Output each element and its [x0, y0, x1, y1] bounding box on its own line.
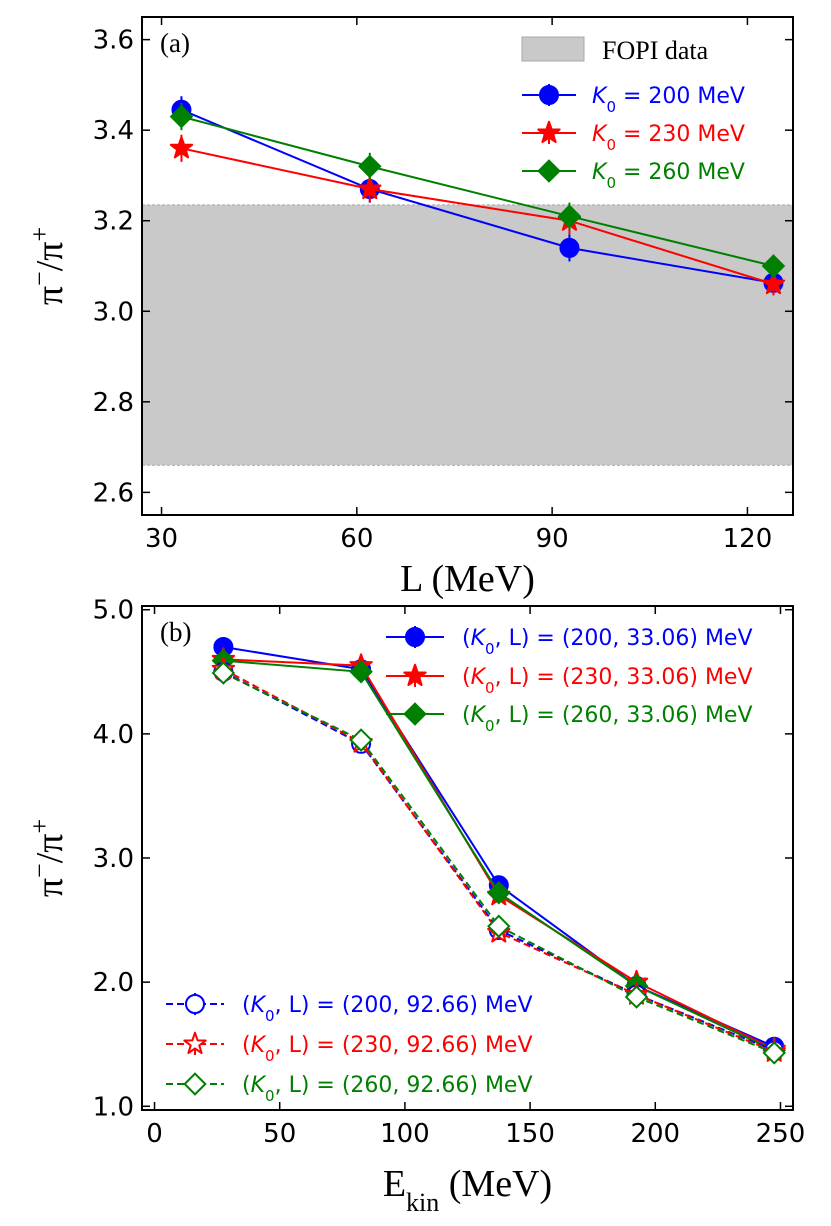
- y-tick-label: 3.2: [93, 207, 134, 237]
- legend-label: (K0, L) = (200, 92.66) MeV: [242, 993, 533, 1025]
- legend-marker: [183, 1072, 207, 1096]
- data-point: [349, 660, 373, 684]
- y-tick-label: 2.0: [93, 968, 134, 998]
- legend-marker: [185, 994, 205, 1014]
- legend-label: K0 = 230 MeV: [592, 122, 745, 154]
- data-point: [211, 661, 236, 685]
- legend-a: FOPI data K0 = 200 MeV K0 = 230 MeV K0 = 26…: [521, 36, 745, 192]
- y-tick-label: 3.0: [93, 844, 134, 874]
- data-point: [169, 104, 194, 129]
- y-tick-label: 3.6: [93, 26, 134, 56]
- y-tick-label: 3.4: [93, 116, 134, 146]
- legend-marker: [403, 663, 427, 687]
- data-point: [559, 237, 580, 258]
- legend-b-bottom: (K0, L) = (200, 92.66) MeV (K0, L) = (230…: [166, 993, 533, 1105]
- x-tick-label: 120: [723, 524, 773, 554]
- plot-frame: [141, 605, 794, 1111]
- data-point: [358, 176, 382, 200]
- x-tick-label: 100: [380, 1119, 430, 1149]
- data-point: [169, 136, 194, 159]
- x-tick-label: 60: [340, 524, 373, 554]
- legend-fopi-label: FOPI data: [602, 36, 709, 65]
- y-tick-label: 4.0: [93, 720, 134, 750]
- panel-a: 30 60 90 120 2.6 2.8 3.0 3.2 3.4 3.6 (a) π−/π+ L (Me…: [25, 16, 794, 600]
- y-tick-label: 1.0: [93, 1092, 134, 1122]
- y-tick-label: 3.0: [93, 297, 134, 327]
- x-axis-label: Ekin (MeV): [383, 1163, 552, 1217]
- data-point: [761, 254, 786, 278]
- legend-label: (K0, L) = (200, 33.06) MeV: [462, 626, 753, 658]
- x-tick-label: 250: [756, 1119, 806, 1149]
- x-axis-label: L (MeV): [400, 558, 535, 600]
- legend-label: (K0, L) = (260, 33.06) MeV: [462, 703, 753, 735]
- series-3: [169, 103, 786, 278]
- y-tick-label: 2.6: [93, 478, 134, 508]
- y-axis-label: π−/π+: [25, 819, 72, 897]
- legend-marker: [403, 702, 427, 726]
- x-tick-label: 150: [505, 1119, 555, 1149]
- data-point: [557, 204, 582, 228]
- y-axis-label: π−/π+: [25, 227, 72, 305]
- y-tick-label: 2.8: [93, 388, 134, 418]
- series-line: [181, 147, 774, 286]
- legend-marker: [183, 1031, 207, 1055]
- series-line: [181, 115, 774, 267]
- legend-label: (K0, L) = (230, 33.06) MeV: [462, 665, 753, 697]
- data-point: [624, 985, 649, 1009]
- legend-marker: [405, 627, 425, 647]
- x-tick-label: 30: [145, 524, 178, 554]
- legend-label: K0 = 260 MeV: [592, 160, 745, 192]
- x-tick-label: 90: [536, 524, 569, 554]
- y-tick-label: 5.0: [93, 596, 134, 626]
- series-6: [211, 661, 786, 1065]
- data-point: [487, 914, 511, 939]
- data-point: [762, 1041, 786, 1065]
- panel-b: 0 50 100 150 200 250 1.0 2.0 3.0 4.0 5.0 (b) π−/π+ Ek…: [25, 596, 806, 1217]
- data-point: [761, 271, 786, 295]
- legend-marker: [539, 85, 559, 105]
- legend-marker: [537, 120, 561, 144]
- fopi-band: [142, 204, 793, 466]
- plot-frame: [141, 16, 794, 516]
- legend-label: (K0, L) = (260, 92.66) MeV: [242, 1073, 533, 1105]
- series-line: [181, 108, 774, 284]
- data-point: [358, 154, 382, 179]
- x-tick-label: 0: [146, 1119, 163, 1149]
- x-tick-label: 50: [263, 1119, 296, 1149]
- data-point: [487, 880, 511, 905]
- x-tick-label: 200: [630, 1119, 680, 1149]
- series-line: [222, 672, 775, 1054]
- legend-marker: [537, 159, 561, 183]
- legend-b-top: (K0, L) = (200, 33.06) MeV (K0, L) = (230…: [386, 626, 753, 735]
- legend-fopi-swatch: [521, 36, 585, 62]
- panel-label: (b): [160, 617, 191, 647]
- legend-label: K0 = 200 MeV: [592, 84, 745, 116]
- legend-label: (K0, L) = (230, 92.66) MeV: [242, 1033, 533, 1065]
- data-point: [349, 728, 373, 752]
- panel-label: (a): [160, 28, 190, 58]
